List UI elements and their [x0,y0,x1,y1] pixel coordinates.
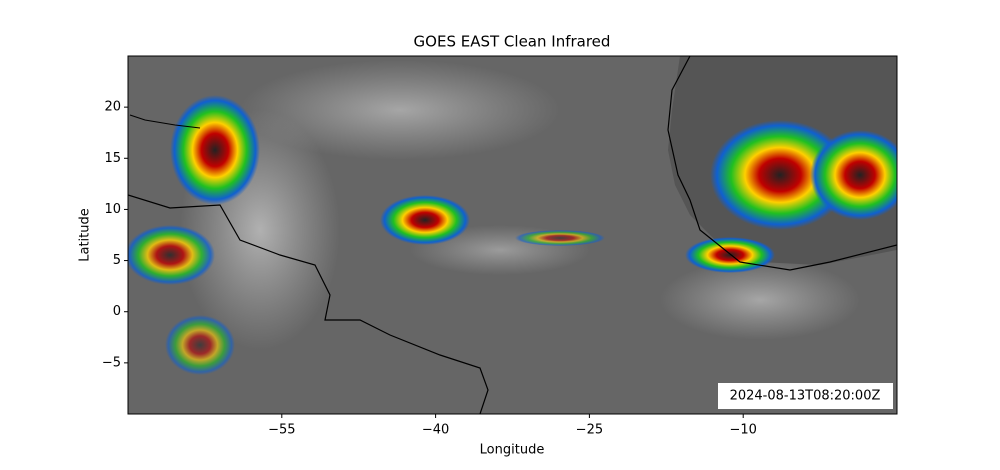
x-tick-label: −25 [576,423,603,438]
x-tick-label: −40 [422,423,449,438]
x-tick-label: −10 [729,423,756,438]
y-tick-label: 0 [113,304,121,319]
chart-title: GOES EAST Clean Infrared [414,33,611,51]
y-axis-label: Latitude [78,208,93,262]
x-tick-label: −55 [268,423,295,438]
x-axis-label: Longitude [480,443,545,458]
timestamp-annotation: 2024-08-13T08:20:00Z [730,389,881,404]
plot-frame [127,55,898,415]
y-tick-label: 10 [104,202,121,217]
y-tick-label: 20 [104,100,121,115]
y-tick-label: 5 [113,253,121,268]
satellite-image [128,56,897,414]
y-tick-label: 15 [104,151,121,166]
annotation-box [718,383,893,409]
y-tick-label: −5 [102,355,121,370]
